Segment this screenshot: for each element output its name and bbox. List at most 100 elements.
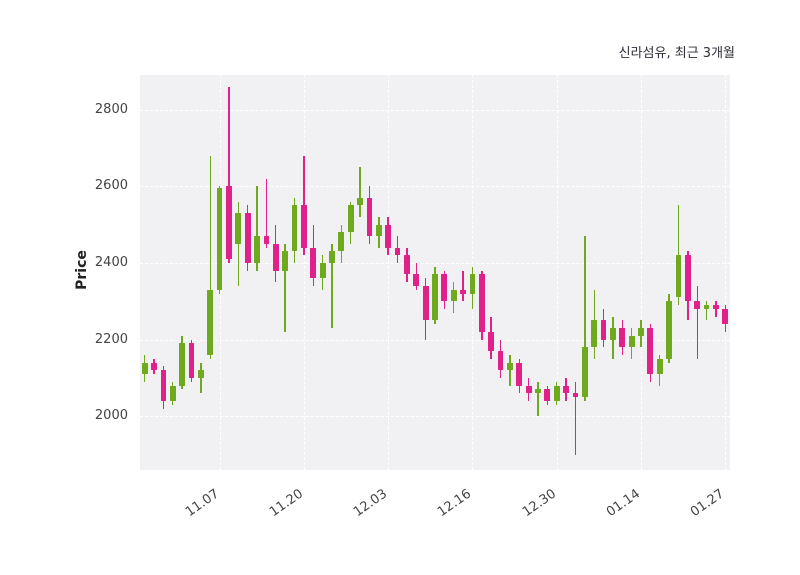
v-gridline [641, 75, 643, 470]
h-gridline [140, 262, 730, 264]
x-tick-label: 12.30 [519, 486, 559, 521]
candle-body [450, 289, 457, 302]
candle-body [282, 251, 289, 271]
candle-body [610, 328, 616, 340]
candle-body [413, 274, 420, 286]
candle-body [263, 236, 270, 244]
candle-wick [284, 243, 286, 332]
candle-wick [509, 354, 511, 386]
candle-wick [200, 362, 202, 394]
candle-body [300, 205, 307, 248]
candle-body [141, 362, 148, 375]
candle-wick [228, 86, 230, 263]
x-tick-label: 11.07 [182, 486, 222, 521]
candle-body [488, 331, 495, 352]
x-tick-label: 12.16 [435, 486, 475, 521]
candle-wick [537, 381, 539, 417]
candle-body [357, 197, 363, 206]
candle-wick [677, 205, 680, 306]
candle-body [563, 385, 569, 394]
candle-body [553, 385, 560, 401]
candle-body [160, 370, 167, 401]
candle-body [713, 305, 719, 309]
candle-body [525, 385, 532, 394]
candle-body [347, 205, 354, 233]
v-gridline [388, 75, 390, 470]
h-gridline [140, 186, 730, 188]
y-tick-label: 2400 [94, 254, 128, 270]
candle-body [675, 255, 682, 298]
candle-body [497, 351, 504, 371]
candle-body [628, 335, 635, 348]
candle-body [272, 243, 279, 271]
candle-body [694, 301, 701, 309]
candle-body [478, 274, 485, 332]
v-gridline [303, 75, 305, 470]
candle-wick [256, 186, 258, 271]
candle-body [151, 362, 157, 371]
h-gridline [140, 416, 730, 418]
candle-body [722, 308, 729, 325]
candle-body [216, 188, 223, 290]
candle-body [244, 213, 251, 263]
candle-body [385, 224, 392, 248]
h-gridline [140, 109, 730, 111]
candle-body [441, 274, 448, 302]
candle-body [516, 362, 523, 386]
candle-body [647, 328, 654, 375]
candle-wick [331, 243, 333, 329]
y-tick-label: 2000 [94, 408, 128, 424]
candle-body [404, 255, 410, 275]
candle-body [188, 343, 195, 378]
h-gridline [140, 339, 730, 341]
candle-body [422, 285, 429, 321]
candle-body [366, 197, 373, 237]
x-tick-label: 01.14 [603, 486, 644, 521]
candle-body [207, 289, 214, 355]
candle-body [310, 247, 317, 279]
x-tick-label: 01.27 [688, 486, 728, 521]
candle-body [432, 274, 438, 321]
v-gridline [725, 75, 727, 470]
candle-wick [359, 167, 361, 217]
candle-wick [705, 301, 708, 321]
candle-body [375, 224, 382, 237]
candle-body [197, 370, 204, 378]
y-tick-label: 2800 [94, 101, 128, 117]
candle-body [507, 362, 513, 371]
y-tick-label: 2200 [94, 331, 128, 347]
candle-body [572, 393, 579, 398]
candle-body [179, 343, 186, 386]
candle-wick [584, 236, 586, 401]
candle-wick [574, 381, 577, 455]
candle-body [591, 320, 598, 348]
candle-body [581, 347, 588, 398]
candle-body [638, 328, 644, 336]
candle-wick [237, 201, 240, 286]
chart-title: 신라섬유, 최근 3개월 [618, 46, 735, 61]
candle-body [319, 262, 326, 279]
candle-body [544, 389, 551, 401]
candle-body [338, 232, 345, 252]
candle-body [235, 213, 242, 244]
candle-wick [696, 285, 698, 359]
candle-body [329, 251, 335, 263]
candle-body [291, 205, 298, 252]
candle-body [619, 328, 626, 348]
candle-body [169, 385, 176, 401]
x-tick-label: 12.03 [351, 486, 391, 521]
candle-body [656, 358, 663, 375]
y-tick-label: 2600 [94, 178, 128, 194]
x-tick-label: 11.20 [266, 486, 306, 521]
candle-body [469, 274, 476, 294]
candle-body [394, 247, 401, 256]
candle-wick [462, 270, 464, 302]
candle-body [666, 301, 673, 359]
candle-body [535, 389, 541, 394]
candle-body [600, 320, 607, 340]
v-gridline [556, 75, 558, 470]
candle-body [226, 186, 232, 260]
candle-body [684, 255, 691, 302]
candle-body [460, 289, 466, 294]
candle-body [254, 236, 260, 263]
